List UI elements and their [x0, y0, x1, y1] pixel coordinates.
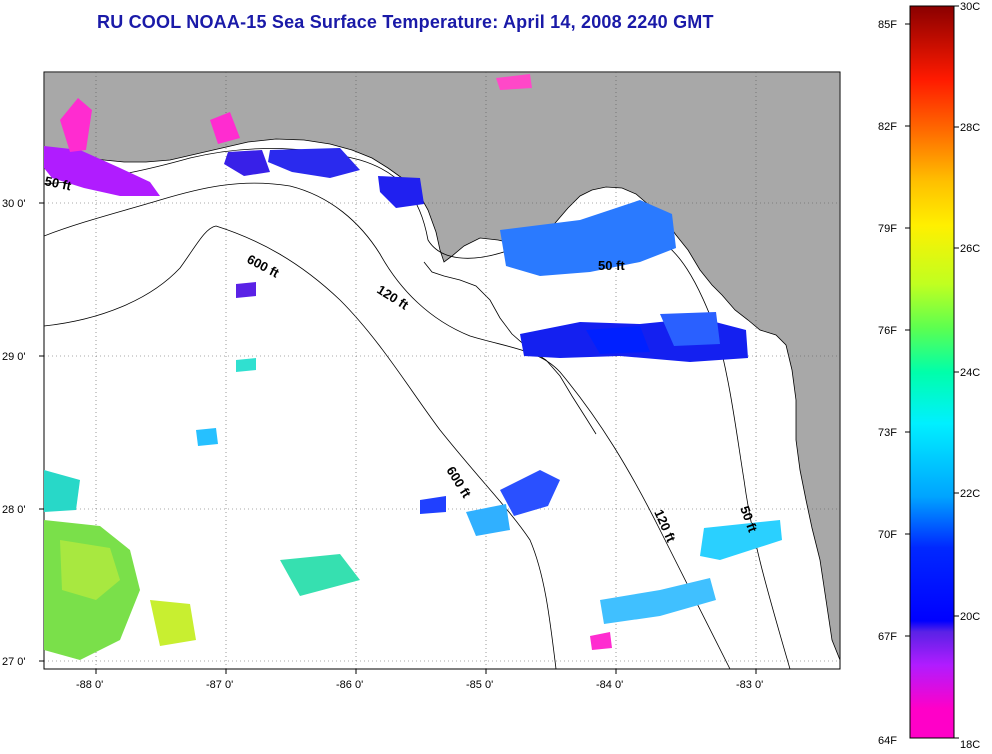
colorbar-f-label: 73F	[878, 427, 897, 439]
lat-label: 30 0'	[2, 198, 26, 210]
contour-600ft	[44, 225, 557, 669]
colorbar: 85F 82F 79F 76F 73F 70F 67F 64F 30C 28C …	[878, 1, 980, 751]
axis-ticks	[39, 202, 840, 674]
colorbar-c-label: 30C	[960, 1, 980, 13]
colorbar-f-label: 82F	[878, 121, 897, 133]
lon-label: -85 0'	[466, 679, 493, 691]
colorbar-f-label: 85F	[878, 19, 897, 31]
graticule	[44, 72, 840, 669]
depth-label: 50 ft	[43, 173, 73, 193]
lat-label: 28 0'	[2, 504, 26, 516]
colorbar-f-label: 79F	[878, 223, 897, 235]
lon-label: -83 0'	[736, 679, 763, 691]
colorbar-c-label: 28C	[960, 122, 980, 134]
depth-label: 50 ft	[598, 258, 625, 273]
colorbar-c-label: 24C	[960, 367, 980, 379]
sst-data	[44, 74, 782, 660]
map-title: RU COOL NOAA-15 Sea Surface Temperature:…	[97, 12, 714, 32]
lat-label: 29 0'	[2, 351, 26, 363]
colorbar-c-label: 26C	[960, 243, 980, 255]
lon-label: -84 0'	[596, 679, 623, 691]
colorbar-c-label: 18C	[960, 739, 980, 751]
lon-label: -86 0'	[336, 679, 363, 691]
lon-label: -87 0'	[206, 679, 233, 691]
colorbar-f-label: 67F	[878, 631, 897, 643]
colorbar-f-label: 70F	[878, 529, 897, 541]
colorbar-c-label: 20C	[960, 611, 980, 623]
coast-detail	[423, 261, 597, 435]
lat-label: 27 0'	[2, 656, 26, 668]
latitude-labels: 30 0' 29 0' 28 0' 27 0'	[2, 198, 26, 668]
colorbar-f-label: 64F	[878, 735, 897, 747]
colorbar-gradient	[909, 5, 955, 739]
longitude-labels: -88 0' -87 0' -86 0' -85 0' -84 0' -83 0…	[76, 679, 763, 691]
contour-120ft	[44, 182, 731, 669]
colorbar-c-label: 22C	[960, 488, 980, 500]
lon-label: -88 0'	[76, 679, 103, 691]
colorbar-f-label: 76F	[878, 325, 897, 337]
land-mass	[44, 72, 840, 661]
